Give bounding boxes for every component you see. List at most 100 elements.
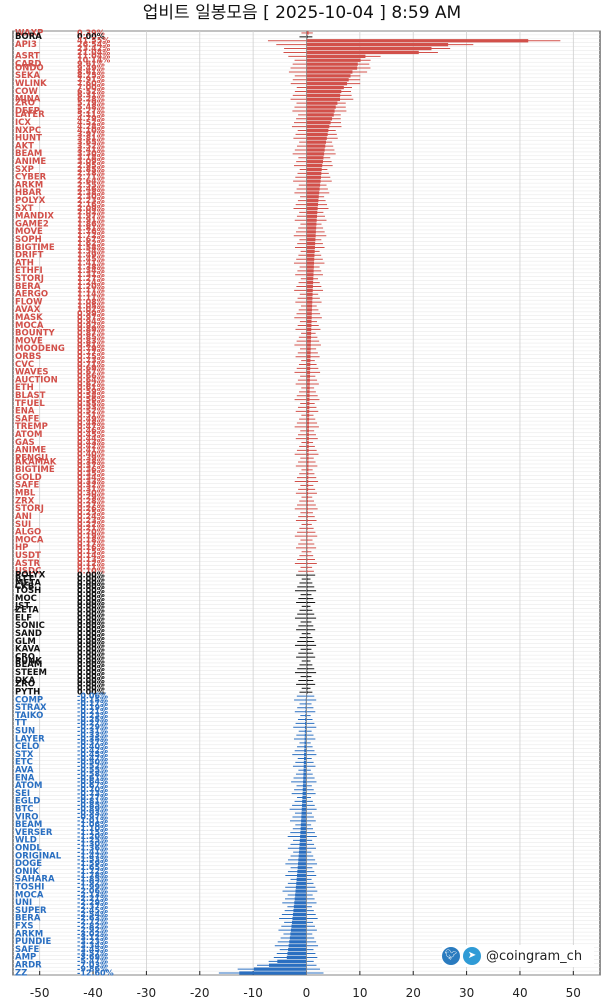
bar	[306, 585, 308, 589]
row-name-label: TOSH	[15, 586, 41, 596]
row-percent-label: -2.82%	[77, 922, 108, 931]
row-percent-label: 2.78%	[77, 169, 105, 178]
row-percent-label: 0.00%	[77, 570, 105, 579]
row-percent-label: -2.13%	[77, 890, 108, 899]
row-name-label: ANI	[15, 512, 32, 522]
bar	[297, 869, 307, 874]
row-percent-label: -1.59%	[77, 859, 108, 868]
bar	[306, 156, 324, 160]
row-name-label: MOCA	[15, 321, 44, 331]
bar	[306, 70, 353, 74]
bar	[306, 581, 308, 585]
bar	[306, 323, 312, 328]
bar	[306, 413, 310, 417]
x-tick-label: 50	[566, 986, 581, 999]
row-percent-label: -3.34%	[77, 941, 108, 950]
row-name-label: ELF	[15, 613, 32, 623]
row-percent-label: 1.91%	[77, 215, 105, 224]
row-name-label: META	[15, 578, 41, 588]
row-name-label: CELO	[15, 742, 39, 752]
row-name-label: AKT	[15, 141, 34, 151]
row-percent-label: 0.00%	[77, 648, 105, 657]
row-name-label: ATOM	[15, 781, 42, 791]
bar	[306, 577, 308, 581]
row-percent-label: -3.45%	[77, 945, 108, 954]
bar	[306, 651, 308, 655]
row-percent-label: -0.73%	[77, 789, 108, 798]
row-percent-label: 0.16%	[77, 543, 105, 552]
bar	[294, 897, 307, 901]
row-percent-label: 1.05%	[77, 301, 105, 310]
row-name-label: LAYER	[15, 110, 45, 120]
row-name-label: CRO	[15, 652, 35, 662]
bar	[306, 386, 310, 390]
bar	[306, 565, 308, 570]
bar	[306, 160, 323, 164]
row-name-label: POLYX	[15, 196, 46, 206]
row-percent-label: -1.78%	[77, 871, 108, 880]
bar	[306, 343, 311, 347]
bar	[306, 374, 311, 378]
bar	[306, 35, 308, 39]
bar	[306, 78, 349, 82]
bar	[306, 117, 333, 121]
row-percent-label: 0.00%	[77, 680, 105, 689]
bar	[295, 893, 307, 897]
twitter-icon[interactable]: 🐦︎	[442, 947, 460, 965]
bar	[306, 74, 351, 78]
row-name-label: MOVE	[15, 227, 43, 237]
row-percent-label: 8.25%	[77, 71, 105, 80]
row-name-label: WAXP	[15, 28, 43, 38]
bar	[306, 534, 308, 538]
row-name-label: BORA	[15, 32, 42, 42]
row-name-label: GOLD	[15, 473, 42, 483]
bar	[306, 335, 312, 339]
row-percent-label: -0.40%	[77, 742, 108, 751]
row-percent-label: 0.33%	[77, 477, 105, 486]
bar	[305, 713, 307, 718]
bar	[293, 908, 307, 913]
row-name-label: ENA	[15, 773, 35, 783]
row-percent-label: 0.00%	[77, 602, 105, 611]
row-percent-label: -0.47%	[77, 754, 108, 763]
x-tick-label: 10	[352, 986, 367, 999]
row-name-label: MOCA	[15, 535, 44, 545]
bar	[306, 433, 309, 437]
bar	[306, 288, 313, 293]
bar	[306, 284, 313, 289]
row-percent-label: 6.31%	[77, 91, 105, 100]
row-name-label: SEI	[15, 789, 30, 799]
bar	[306, 191, 320, 195]
row-percent-label: -0.31%	[77, 726, 108, 735]
bar	[268, 963, 307, 967]
bar	[306, 390, 310, 394]
bar	[306, 429, 309, 433]
x-tick-label: -20	[190, 986, 210, 999]
telegram-icon[interactable]: ➤	[463, 947, 481, 965]
row-percent-label: 0.21%	[77, 524, 105, 533]
bar	[239, 971, 307, 975]
row-name-label: FXS	[15, 922, 33, 932]
bar	[306, 140, 326, 144]
row-name-label: STORJ	[15, 504, 44, 514]
bar	[306, 589, 308, 593]
row-percent-label: 1.86%	[77, 219, 105, 228]
bar	[306, 624, 308, 628]
row-percent-label: -9.86%	[77, 964, 108, 973]
row-name-label: ONDL	[15, 844, 42, 854]
row-percent-label: 9.61%	[77, 59, 105, 68]
row-percent-label: 1.67%	[77, 235, 105, 244]
row-percent-label: 1.62%	[77, 239, 105, 248]
bar	[306, 464, 309, 468]
row-percent-label: -1.47%	[77, 851, 108, 860]
row-name-label: BIGTIME	[15, 243, 55, 253]
row-percent-label: 0.00%	[77, 609, 105, 618]
row-name-label: PENGU	[15, 453, 48, 463]
bar	[306, 50, 419, 55]
row-name-label: FLOW	[15, 297, 43, 307]
bar	[306, 148, 325, 152]
row-percent-label: 3.52%	[77, 141, 105, 150]
row-percent-label: 0.23%	[77, 516, 105, 525]
bar	[304, 725, 307, 729]
bar	[306, 222, 317, 226]
